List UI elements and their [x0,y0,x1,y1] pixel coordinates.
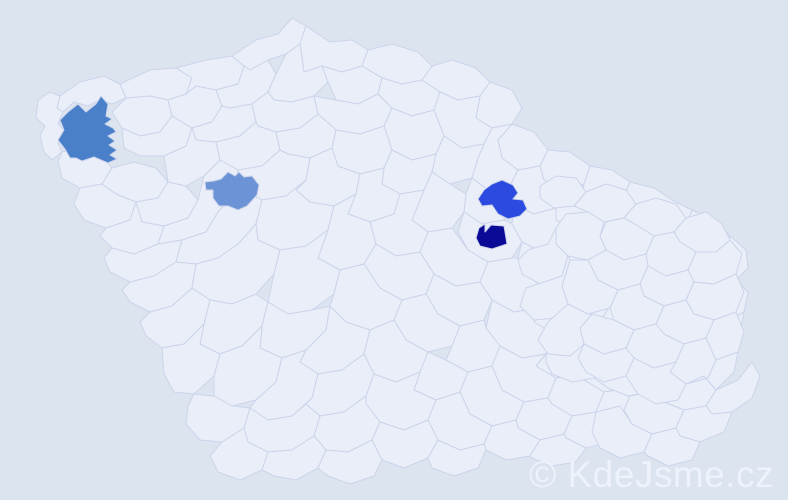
district[interactable] [625,357,687,405]
watermark-kdejsme: © KdeJsme.cz [528,454,774,495]
highlighted-district-west-central[interactable] [204,171,260,211]
district-group-moravia-mid [517,227,739,405]
district[interactable] [317,439,383,485]
district-group-southern-rim [139,287,623,449]
district[interactable] [299,25,369,73]
district-group-deep-south [161,323,587,485]
highlighted-district-east-central-south[interactable] [475,223,508,250]
district[interactable] [529,433,587,467]
district[interactable] [643,427,701,467]
district[interactable] [56,75,127,113]
district[interactable] [537,303,593,357]
highlighted-district-northwest[interactable] [57,95,118,164]
district[interactable] [427,439,487,477]
district-group-moravia-north [539,175,745,385]
highlighted-district-east-central[interactable] [477,179,528,220]
district[interactable] [161,323,221,395]
district[interactable] [685,351,739,391]
